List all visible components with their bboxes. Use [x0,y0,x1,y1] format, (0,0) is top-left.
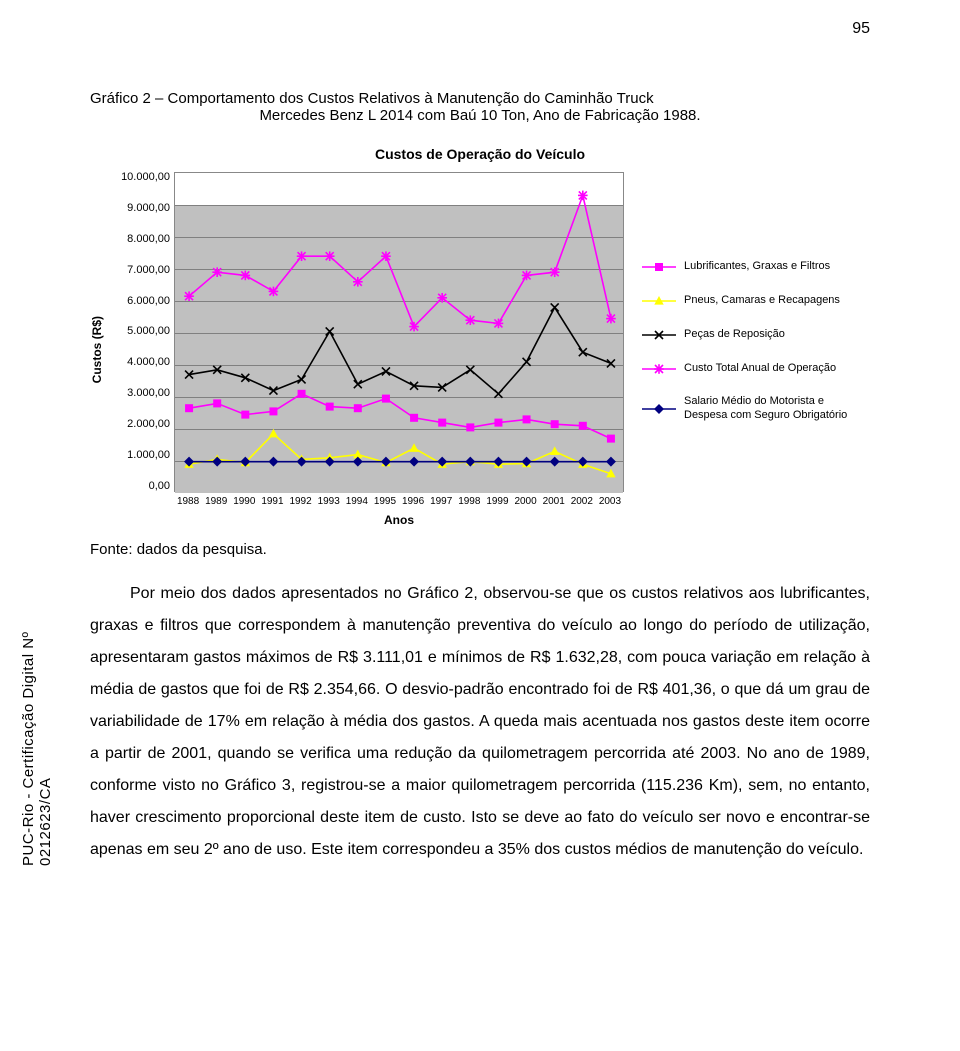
legend-item: Salario Médio do Motorista e Despesa com… [642,395,870,423]
x-tick: 1988 [174,496,202,507]
page-number: 95 [852,20,870,38]
y-tick: 3.000,00 [127,388,170,399]
x-tick: 1996 [399,496,427,507]
legend-label: Salario Médio do Motorista e Despesa com… [684,395,870,423]
body-text: Por meio dos dados apresentados no Gráfi… [90,585,870,858]
legend-label: Custo Total Anual de Operação [684,362,836,376]
y-tick: 4.000,00 [127,357,170,368]
plot-area [174,172,624,492]
legend-label: Lubrificantes, Graxas e Filtros [684,260,830,274]
x-tick: 2003 [596,496,624,507]
chart-column: 10.000,00 9.000,00 8.000,00 7.000,00 6.000,0… [112,172,624,527]
legend-label: Pneus, Camaras e Recapagens [684,294,840,308]
legend-item: Custo Total Anual de Operação [642,361,870,377]
x-ticks: 1988198919901991199219931994199519961997… [174,496,624,507]
y-tick: 10.000,00 [121,172,170,183]
x-tick: 1992 [287,496,315,507]
x-axis-label: Anos [174,513,624,527]
legend-swatch [642,401,676,417]
y-ticks: 10.000,00 9.000,00 8.000,00 7.000,00 6.000,0… [112,172,170,492]
x-tick: 2002 [568,496,596,507]
legend-swatch [642,259,676,275]
y-tick: 5.000,00 [127,326,170,337]
y-axis-label: Custos (R$) [90,316,104,383]
x-tick: 1998 [455,496,483,507]
y-tick: 0,00 [149,481,170,492]
y-tick: 1.000,00 [127,450,170,461]
figure-caption: Gráfico 2 – Comportamento dos Custos Rel… [90,90,870,124]
y-tick: 8.000,00 [127,234,170,245]
x-tick: 1993 [315,496,343,507]
x-tick: 1990 [230,496,258,507]
body-paragraph: Por meio dos dados apresentados no Gráfi… [90,578,870,866]
legend-swatch [642,327,676,343]
x-tick: 1995 [371,496,399,507]
legend-swatch [642,361,676,377]
x-tick: 1997 [427,496,455,507]
x-tick: 2001 [540,496,568,507]
y-tick: 9.000,00 [127,203,170,214]
y-tick: 2.000,00 [127,419,170,430]
x-tick: 1989 [202,496,230,507]
legend-label: Peças de Reposição [684,328,785,342]
caption-line-2: Mercedes Benz L 2014 com Baú 10 Ton, Ano… [90,107,870,124]
chart-title: Custos de Operação do Veículo [90,146,870,162]
legend-item: Lubrificantes, Graxas e Filtros [642,259,870,275]
legend-item: Peças de Reposição [642,327,870,343]
caption-line-1: Gráfico 2 – Comportamento dos Custos Rel… [90,90,870,107]
watermark-vertical: PUC-Rio - Certificação Digital Nº 021262… [20,560,54,866]
x-tick: 2000 [512,496,540,507]
page: 95 Gráfico 2 – Comportamento dos Custos … [0,0,960,866]
legend-swatch [642,293,676,309]
x-tick: 1994 [343,496,371,507]
x-tick: 1999 [483,496,511,507]
legend-item: Pneus, Camaras e Recapagens [642,293,870,309]
chart-row: Custos (R$) 10.000,00 9.000,00 8.000,00 7.0… [90,172,870,527]
source-label: Fonte: dados da pesquisa. [90,541,870,558]
x-tick: 1991 [258,496,286,507]
plot-wrap: 10.000,00 9.000,00 8.000,00 7.000,00 6.000,0… [112,172,624,492]
legend: Lubrificantes, Graxas e Filtros Pneus, Ca… [642,259,870,441]
y-tick: 7.000,00 [127,265,170,276]
y-tick: 6.000,00 [127,296,170,307]
